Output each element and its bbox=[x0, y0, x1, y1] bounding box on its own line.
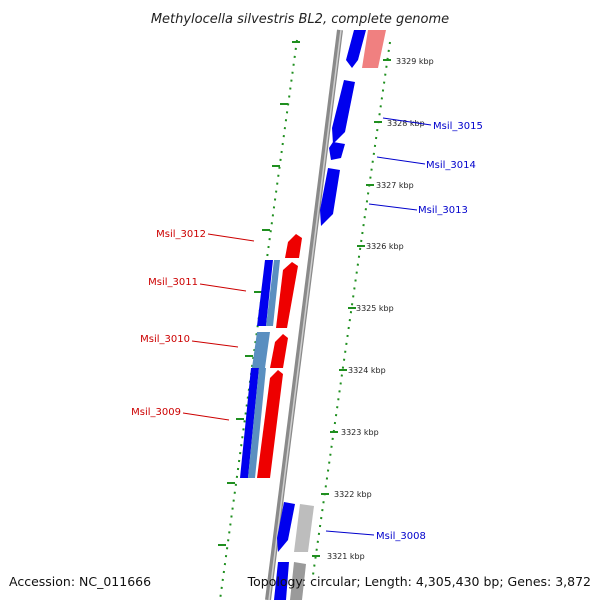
gene-features bbox=[240, 30, 386, 600]
tick-labels: 3329 kbp 3328 kbp 3327 kbp 3326 kbp 3325… bbox=[327, 57, 434, 561]
ruler bbox=[218, 39, 391, 600]
gene-label-msil-3014: Msil_3014 bbox=[426, 160, 476, 171]
gene-feature bbox=[257, 370, 283, 478]
map-title: Methylocella silvestris BL2, complete ge… bbox=[151, 12, 449, 27]
gene-label-msil-3010: Msil_3010 bbox=[140, 334, 190, 345]
tick-label: 3328 kbp bbox=[387, 119, 425, 128]
gene-feature bbox=[266, 260, 280, 326]
gene-feature bbox=[320, 168, 340, 226]
genome-backbone bbox=[265, 29, 343, 600]
tick-label: 3324 kbp bbox=[348, 366, 386, 375]
gene-feature bbox=[290, 562, 306, 600]
topology-label: Topology: circular; Length: 4,305,430 bp… bbox=[247, 574, 591, 589]
gene-feature bbox=[362, 30, 386, 68]
gene-label-msil-3013: Msil_3013 bbox=[418, 205, 468, 216]
gene-label-msil-3015: Msil_3015 bbox=[433, 121, 483, 132]
gene-feature bbox=[270, 334, 288, 368]
gene-label-msil-3008: Msil_3008 bbox=[376, 531, 426, 542]
tick-label: 3326 kbp bbox=[366, 242, 404, 251]
tick-label: 3323 kbp bbox=[341, 428, 379, 437]
gene-feature bbox=[277, 502, 295, 552]
gene-feature bbox=[329, 142, 345, 160]
gene-feature bbox=[294, 504, 314, 552]
tick-label: 3321 kbp bbox=[327, 552, 365, 561]
outer-ruler-line bbox=[312, 41, 391, 576]
gene-feature bbox=[332, 80, 355, 144]
gene-label-msil-3011: Msil_3011 bbox=[148, 277, 198, 288]
gene-feature bbox=[252, 332, 270, 368]
gene-feature bbox=[274, 562, 289, 600]
tick-label: 3329 kbp bbox=[396, 57, 434, 66]
accession-label: Accession: NC_011666 bbox=[9, 574, 151, 589]
gene-feature bbox=[276, 262, 298, 328]
tick-label: 3325 kbp bbox=[356, 304, 394, 313]
tick-label: 3322 kbp bbox=[334, 490, 372, 499]
tick-label: 3327 kbp bbox=[376, 181, 414, 190]
gene-label-msil-3012: Msil_3012 bbox=[156, 229, 206, 240]
gene-feature bbox=[240, 368, 259, 478]
gene-feature bbox=[285, 234, 302, 258]
gene-label-msil-3009: Msil_3009 bbox=[131, 407, 181, 418]
gene-feature bbox=[346, 30, 366, 68]
gene-feature bbox=[257, 260, 273, 326]
gene-labels: Msil_3015 Msil_3014 Msil_3013 Msil_3012 … bbox=[131, 121, 483, 542]
gene-feature bbox=[248, 368, 266, 478]
label-leaders bbox=[182, 117, 432, 536]
